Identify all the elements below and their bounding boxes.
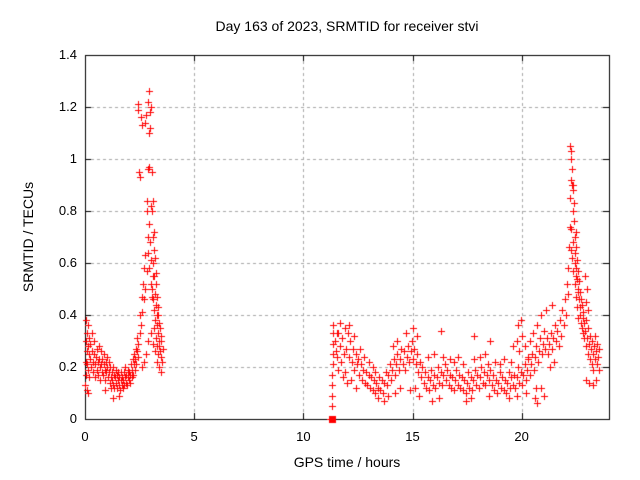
x-tick-label: 15 [405, 429, 420, 444]
y-axis-label: SRMTID / TECUs [20, 181, 36, 293]
chart-title: Day 163 of 2023, SRMTID for receiver stv… [215, 18, 479, 34]
y-tick-label: 0.6 [58, 255, 77, 270]
x-axis-label: GPS time / hours [293, 454, 401, 470]
y-tick-label: 1 [69, 151, 77, 166]
x-tick-label: 20 [514, 429, 529, 444]
x-tick-label: 5 [190, 429, 198, 444]
y-tick-label: 1.4 [58, 47, 77, 62]
y-tick-label: 0.8 [58, 203, 77, 218]
x-tick-label: 10 [296, 429, 311, 444]
y-tick-label: 0 [69, 411, 77, 426]
x-tick-label: 0 [81, 429, 89, 444]
y-tick-label: 0.2 [58, 359, 77, 374]
y-tick-label: 0.4 [58, 307, 77, 322]
y-tick-label: 1.2 [58, 99, 77, 114]
